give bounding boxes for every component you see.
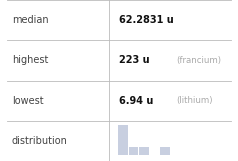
Text: (lithium): (lithium)	[176, 96, 213, 105]
Text: median: median	[12, 15, 49, 25]
Bar	[118, 125, 128, 155]
Text: 223 u: 223 u	[119, 55, 150, 65]
Text: lowest: lowest	[12, 96, 44, 106]
Text: 62.2831 u: 62.2831 u	[119, 15, 174, 25]
Bar	[139, 147, 149, 155]
Text: 6.94 u: 6.94 u	[119, 96, 153, 106]
Text: distribution: distribution	[12, 136, 68, 146]
Text: highest: highest	[12, 55, 48, 65]
Bar	[129, 147, 138, 155]
Text: (francium): (francium)	[176, 56, 221, 65]
Bar	[160, 147, 170, 155]
